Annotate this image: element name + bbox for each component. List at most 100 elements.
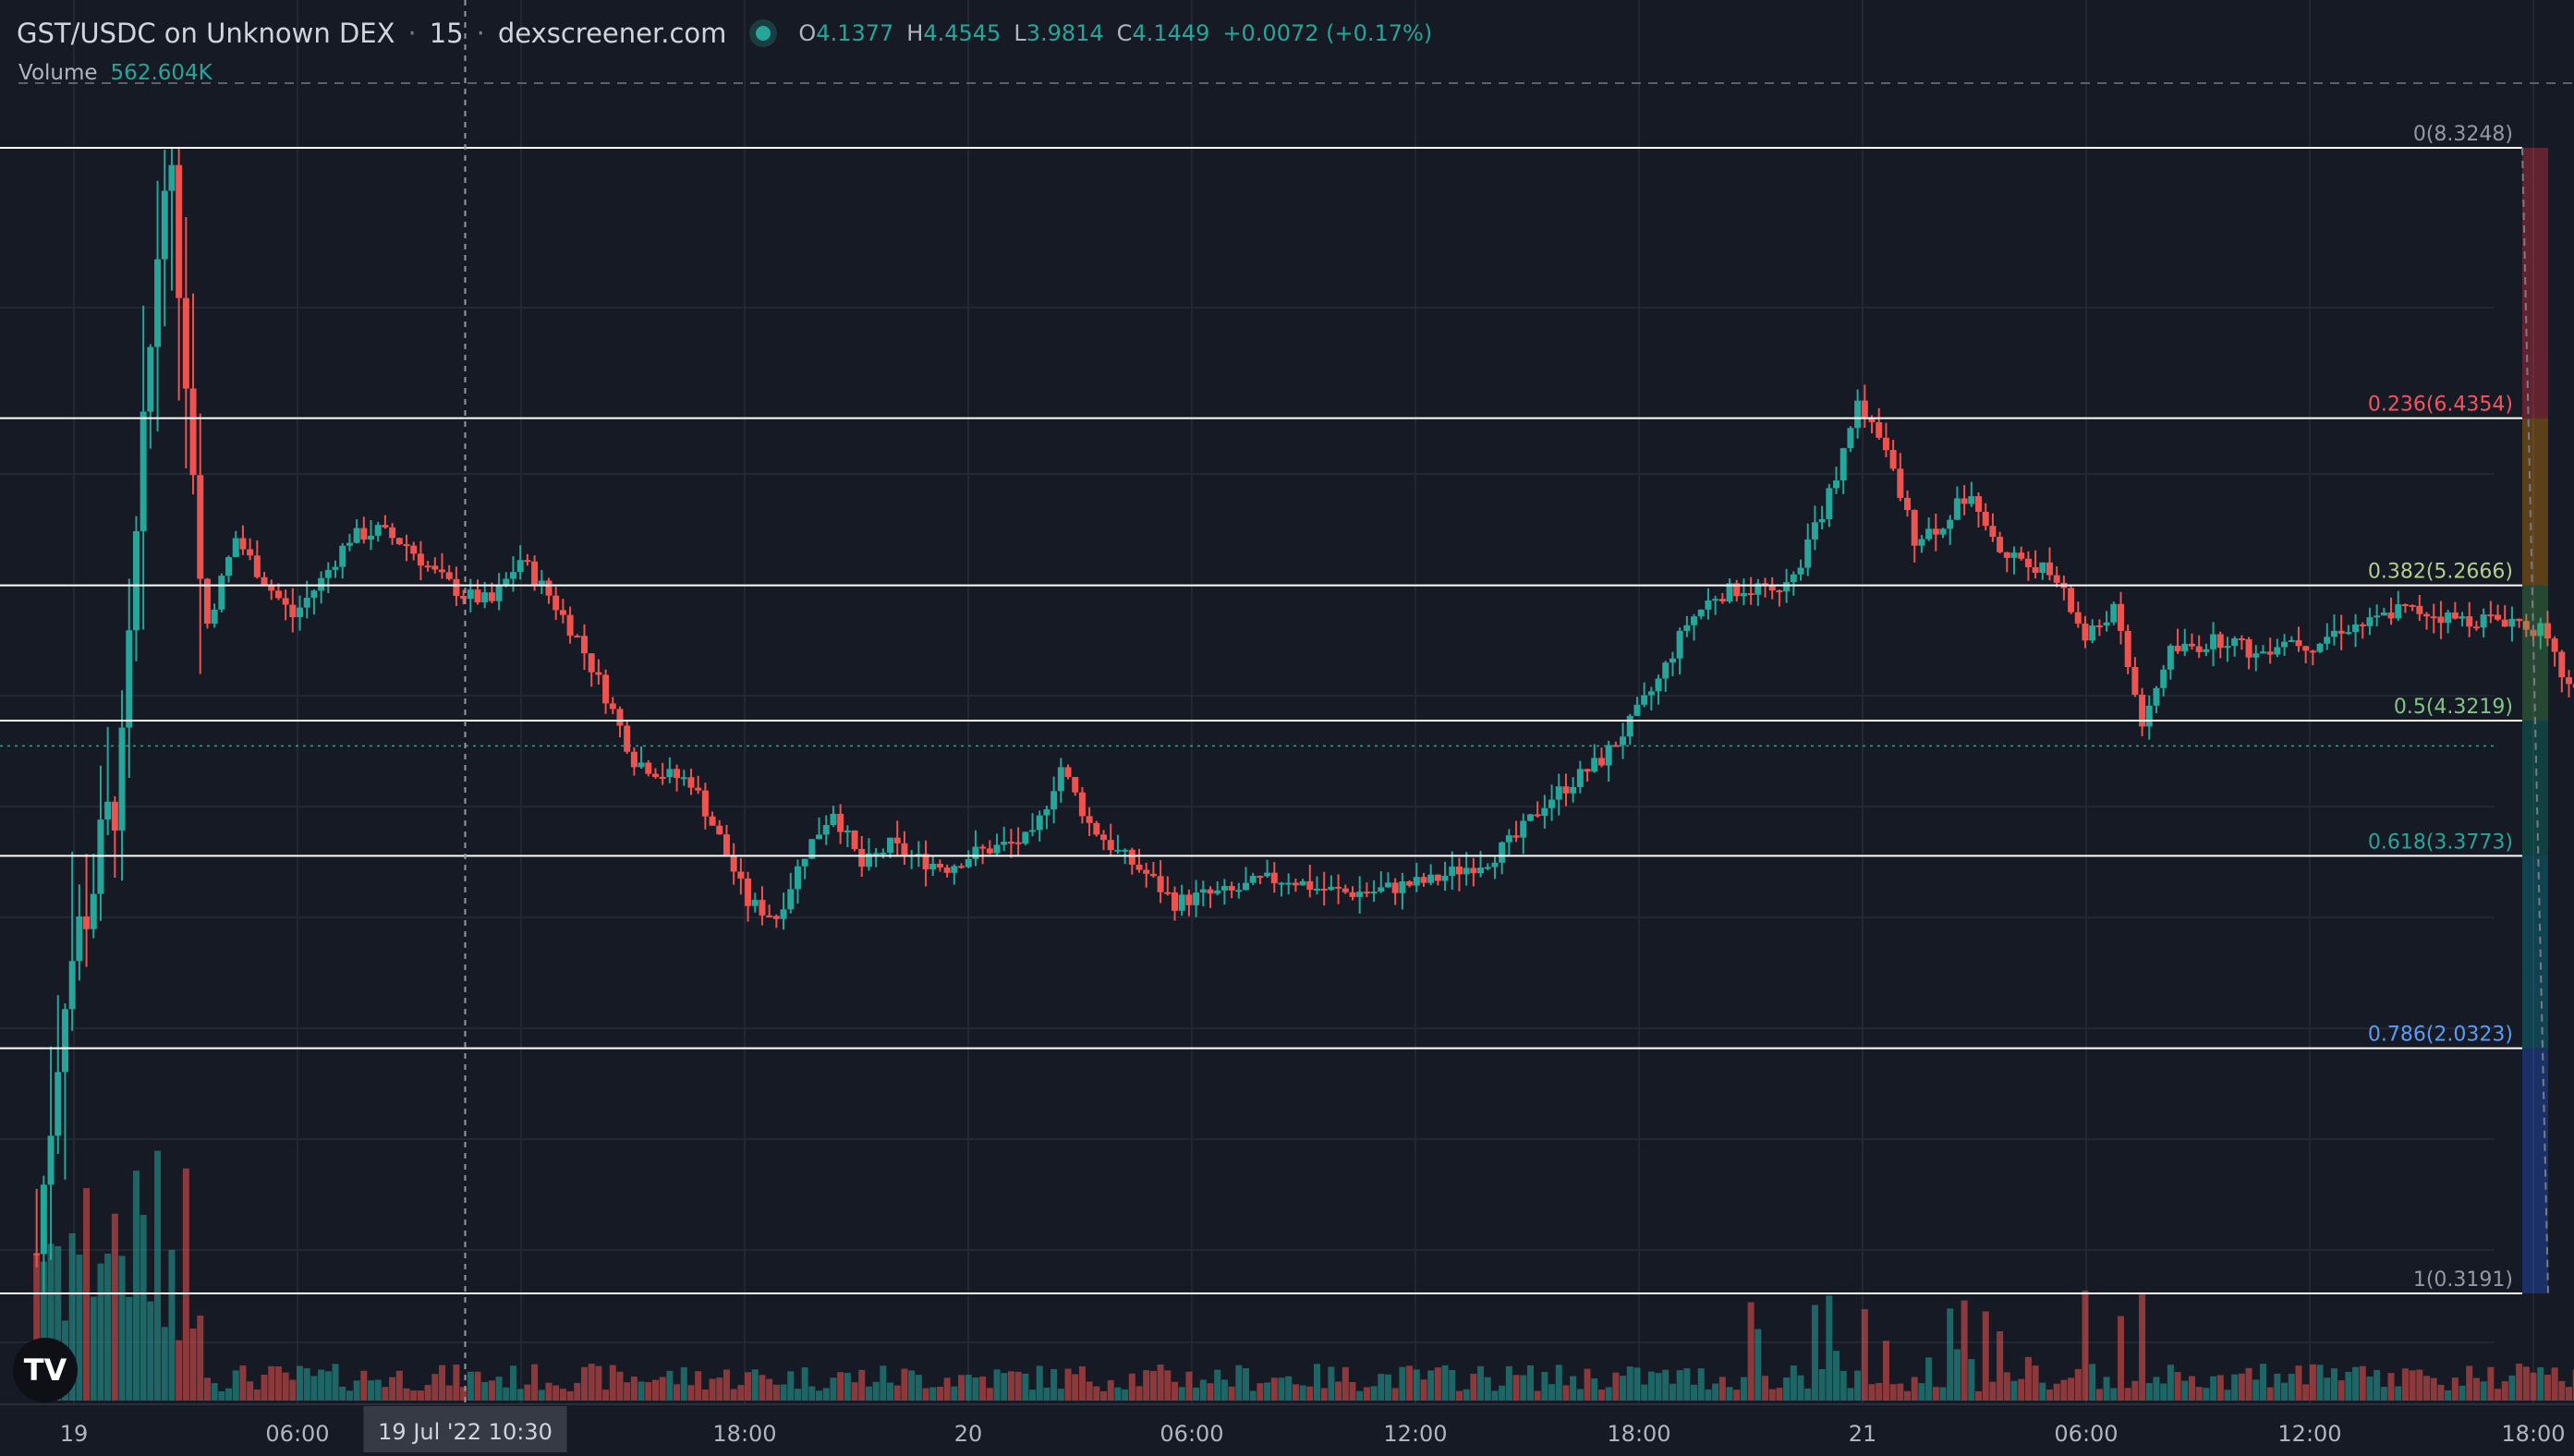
candle-body bbox=[2551, 638, 2558, 652]
candle-body bbox=[488, 592, 495, 601]
candle-body bbox=[1193, 892, 1200, 905]
candle-body bbox=[630, 751, 637, 768]
volume-bar bbox=[2238, 1373, 2245, 1401]
candle-body bbox=[382, 525, 389, 528]
volume-bar bbox=[268, 1365, 275, 1401]
candle-body bbox=[503, 578, 510, 587]
candle-body bbox=[1818, 519, 1826, 523]
volume-bar bbox=[538, 1389, 545, 1401]
candle-body bbox=[2174, 645, 2181, 651]
volume-bar bbox=[2110, 1388, 2118, 1401]
candle-body bbox=[2459, 616, 2466, 619]
volume-bar bbox=[858, 1369, 866, 1401]
volume-bar bbox=[503, 1387, 510, 1401]
candle-body bbox=[887, 837, 894, 853]
candle-body bbox=[2445, 612, 2452, 624]
volume-bar bbox=[1477, 1365, 1485, 1401]
candle-body bbox=[2430, 616, 2437, 619]
interval-label[interactable]: 15 bbox=[429, 18, 464, 49]
candle-body bbox=[1356, 892, 1364, 897]
volume-bar bbox=[1626, 1366, 1633, 1401]
candle-body bbox=[2395, 604, 2402, 619]
volume-bar bbox=[737, 1385, 745, 1401]
volume-bar bbox=[1007, 1371, 1014, 1401]
candle-body bbox=[2145, 705, 2153, 727]
candle-body bbox=[1178, 894, 1185, 911]
candle-body bbox=[1135, 864, 1143, 870]
candle-body bbox=[588, 653, 595, 673]
candle-body bbox=[2018, 552, 2025, 559]
volume-bar bbox=[239, 1365, 247, 1401]
volume-bar bbox=[481, 1381, 489, 1401]
candle-body bbox=[1620, 736, 1627, 746]
candle-body bbox=[651, 773, 659, 777]
volume-bar bbox=[2082, 1291, 2089, 1401]
candle-body bbox=[2501, 619, 2508, 627]
volume-bar bbox=[47, 1244, 55, 1401]
candle-body bbox=[2387, 612, 2395, 619]
volume-bar bbox=[55, 1245, 62, 1401]
candle-body bbox=[1705, 600, 1712, 610]
volume-bar bbox=[1149, 1371, 1157, 1401]
volume-bar bbox=[1790, 1365, 1797, 1401]
volume-bar bbox=[915, 1375, 922, 1401]
volume-bar bbox=[1712, 1383, 1719, 1401]
candle-body bbox=[1647, 691, 1655, 696]
volume-bar bbox=[424, 1385, 431, 1401]
volume-bar bbox=[1783, 1377, 1791, 1401]
candle-body bbox=[1463, 868, 1470, 875]
volume-bar bbox=[1541, 1372, 1548, 1401]
volume-bar bbox=[1363, 1387, 1370, 1401]
fib-band bbox=[2522, 585, 2548, 722]
volume-bar bbox=[2530, 1372, 2537, 1401]
candle-body bbox=[745, 878, 752, 906]
candle-body bbox=[915, 854, 922, 856]
candle-body bbox=[1804, 539, 1812, 568]
volume-bar bbox=[751, 1369, 759, 1401]
market-status-icon[interactable] bbox=[756, 26, 771, 41]
volume-bar bbox=[2095, 1389, 2103, 1401]
candle-body bbox=[1172, 892, 1179, 911]
candle-body bbox=[1839, 448, 1847, 481]
volume-bar bbox=[1022, 1373, 1029, 1401]
fib-band bbox=[2522, 1048, 2548, 1293]
volume-bar bbox=[360, 1370, 368, 1401]
candle-body bbox=[1128, 849, 1135, 865]
candle-body bbox=[1768, 585, 1776, 591]
candle-body bbox=[360, 528, 368, 540]
fib-label-0.236: 0.236(6.4354) bbox=[2368, 394, 2513, 417]
volume-bar bbox=[1647, 1371, 1655, 1401]
fib-band bbox=[2522, 855, 2548, 1049]
volume-bar bbox=[2188, 1376, 2195, 1401]
volume-bar bbox=[1889, 1384, 1897, 1401]
candle-body bbox=[1997, 537, 2004, 552]
candle-body bbox=[1420, 877, 1427, 883]
volume-bar bbox=[2572, 1369, 2574, 1401]
volume-bar bbox=[403, 1388, 410, 1401]
candle-body bbox=[1391, 882, 1399, 893]
tradingview-logo-icon[interactable]: TV bbox=[13, 1338, 78, 1402]
candle-body bbox=[1889, 450, 1897, 469]
candle-body bbox=[1399, 881, 1406, 893]
candle-body bbox=[1185, 894, 1193, 905]
symbol-title[interactable]: GST/USDC on Unknown DEX bbox=[17, 18, 395, 49]
volume-bar bbox=[851, 1382, 858, 1401]
candle-body bbox=[695, 787, 702, 791]
candle-body bbox=[1904, 497, 1912, 511]
open-value: 4.1377 bbox=[816, 20, 894, 46]
volume-bar bbox=[2558, 1380, 2566, 1401]
volume-bar bbox=[1470, 1373, 1477, 1401]
candle-body bbox=[211, 609, 218, 625]
volume-bar bbox=[2018, 1378, 2025, 1401]
volume-bar bbox=[2224, 1389, 2231, 1401]
candle-body bbox=[538, 580, 545, 585]
volume-bar bbox=[637, 1381, 645, 1401]
volume-bar bbox=[516, 1389, 524, 1401]
candle-body bbox=[2053, 575, 2060, 583]
volume-bar bbox=[1797, 1375, 1804, 1401]
volume-bar bbox=[1207, 1383, 1214, 1401]
volume-bar bbox=[1257, 1383, 1264, 1401]
volume-bar bbox=[282, 1372, 289, 1401]
volume-bar bbox=[666, 1370, 674, 1401]
